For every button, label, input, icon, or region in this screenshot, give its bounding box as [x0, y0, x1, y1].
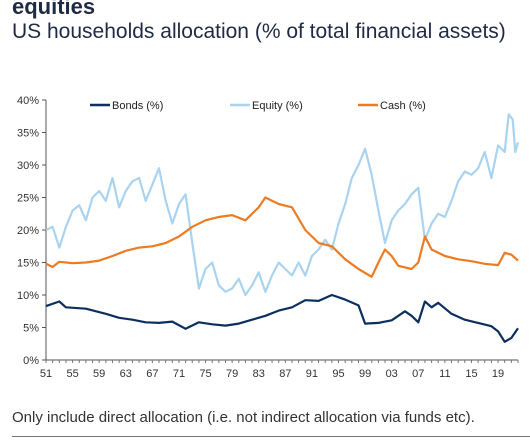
x-tick-label: 11 [439, 368, 450, 380]
y-tick-label: 20% [17, 225, 39, 237]
footnote: Only include direct allocation (i.e. not… [12, 409, 475, 426]
x-tick-label: 03 [386, 368, 398, 380]
x-tick-label: 75 [199, 368, 211, 380]
legend-label: Cash (%) [380, 100, 426, 112]
x-tick-label: 91 [306, 368, 318, 380]
chart-subtitle: US households allocation (% of total fin… [12, 20, 506, 43]
x-tick-label: 15 [465, 368, 477, 380]
x-tick-label: 19 [492, 368, 504, 380]
divider [12, 436, 530, 437]
series-line-bonds [45, 293, 519, 343]
legend-label: Equity (%) [252, 100, 303, 112]
y-tick-label: 5% [23, 323, 39, 335]
x-tick-label: 83 [253, 368, 265, 380]
y-tick-label: 25% [17, 193, 39, 205]
x-tick-label: 63 [120, 368, 132, 380]
x-tick-label: 71 [173, 368, 185, 380]
axes-group: 0% 5% 10% 15% 20% 25% 30% 35% 40% 51 55 59 63 67 71 75 7… [17, 95, 519, 380]
x-tick-label: 51 [40, 368, 52, 380]
x-tick-label: 59 [93, 368, 105, 380]
page-title: equities [12, 0, 96, 19]
y-tick-label: 15% [17, 258, 39, 270]
series-line-equity [45, 113, 520, 297]
chart-legend: Bonds (%) Equity (%) Cash (%) [90, 100, 426, 112]
y-tick-label: 40% [17, 95, 39, 107]
x-tick-label: 95 [332, 368, 344, 380]
y-tick-label: 10% [17, 290, 39, 302]
series-line-cash [45, 196, 519, 278]
x-tick-label: 79 [226, 368, 238, 380]
x-tick-label: 67 [146, 368, 158, 380]
y-tick-label: 30% [17, 160, 39, 172]
x-tick-label: 99 [359, 368, 371, 380]
allocation-line-chart: 0% 5% 10% 15% 20% 25% 30% 35% 40% 51 55 59 63 67 71 75 7… [17, 95, 520, 380]
x-tick-label: 07 [412, 368, 424, 380]
y-tick-label: 35% [17, 128, 39, 140]
series-lines [45, 113, 520, 343]
x-tick-label: 87 [279, 368, 291, 380]
x-tick-label: 55 [66, 368, 78, 380]
y-tick-label: 0% [23, 355, 39, 367]
legend-label: Bonds (%) [112, 100, 163, 112]
